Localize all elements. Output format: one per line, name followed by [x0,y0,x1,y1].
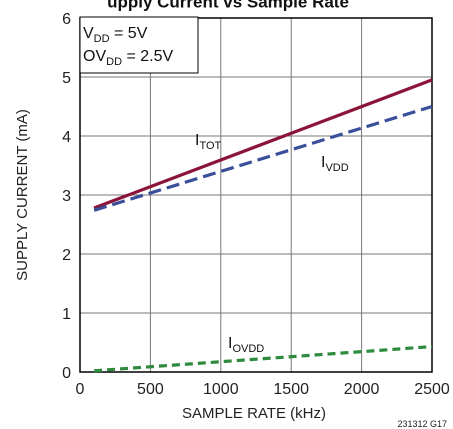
itot-label: ITOT [195,132,222,152]
series-line-itot [93,78,433,210]
y-tick-label: 1 [62,306,71,323]
x-axis-label: SAMPLE RATE (kHz) [182,405,326,422]
y-tick-labels: 0 1 2 3 4 5 6 [62,11,71,382]
figure-id: 231312 G17 [397,419,447,429]
series-line-ivdd [93,104,433,212]
y-tick-label: 4 [62,129,71,146]
series-lines [93,78,433,373]
x-tick-labels: 0 500 1000 1500 2000 2500 [76,381,450,398]
x-tick-label: 0 [76,381,85,398]
y-tick-label: 2 [62,247,71,264]
conditions-box [79,16,199,74]
x-tick-label: 2000 [344,381,380,398]
chart-title-fragment: upply Current vs Sample Rate [107,0,349,11]
ovdd-condition: OVDD = 2.5V [83,48,173,68]
plot-frame [79,17,433,373]
x-tick-label: 500 [137,381,164,398]
x-tick-label: 2500 [414,381,450,398]
y-axis-label: SUPPLY CURRENT (mA) [14,109,31,281]
ivdd-label: IVDD [321,154,349,174]
x-tick-label: 1500 [273,381,309,398]
y-tick-label: 6 [62,11,71,28]
y-tick-label: 5 [62,70,71,87]
y-tick-label: 0 [62,365,71,382]
x-tick-label: 1000 [203,381,239,398]
iovdd-label: IOVDD [228,335,264,355]
vdd-condition: VDD = 5V [83,25,148,45]
series-line-iovdd [93,345,433,373]
y-tick-label: 3 [62,188,71,205]
